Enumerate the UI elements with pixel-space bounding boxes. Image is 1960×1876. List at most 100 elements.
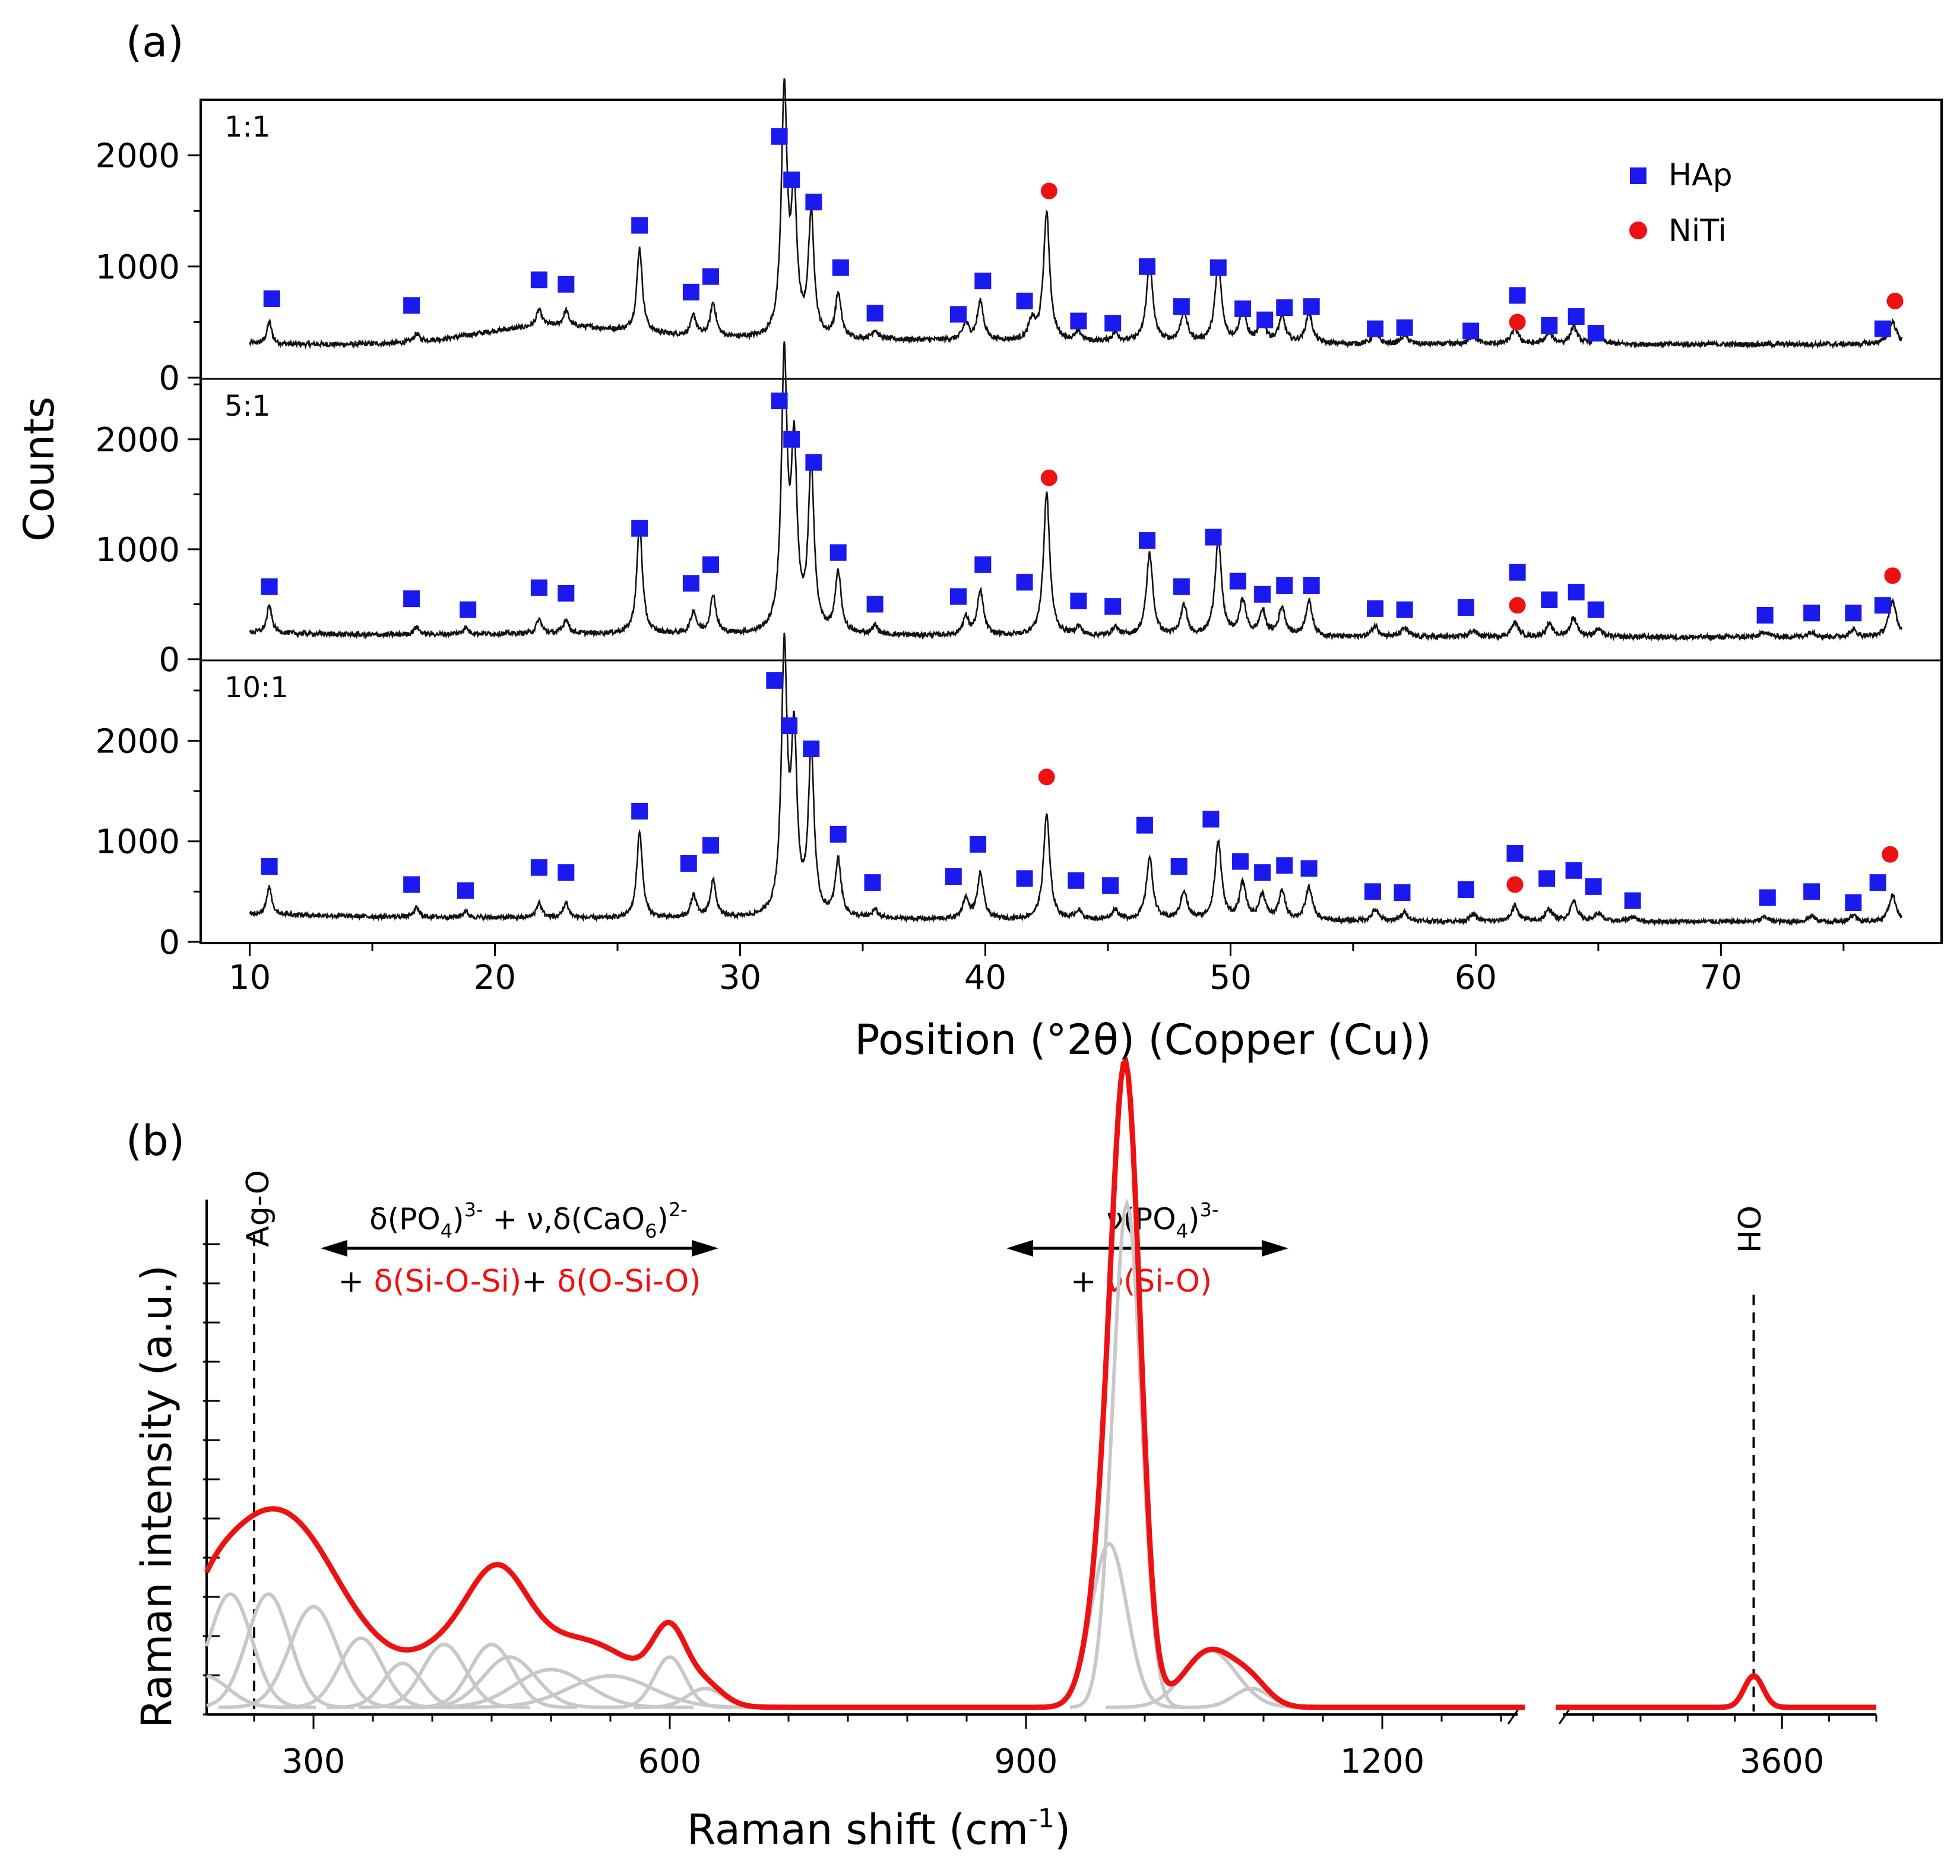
hap-marker bbox=[1565, 862, 1582, 879]
hap-marker bbox=[1102, 877, 1119, 894]
hap-marker bbox=[1364, 883, 1381, 900]
raman-spectrum-line bbox=[204, 1056, 1525, 1710]
panel-a-xlabel: Position (°2θ) (Copper (Cu)) bbox=[854, 1015, 1431, 1064]
hap-marker bbox=[783, 171, 800, 188]
hap-marker bbox=[1256, 311, 1274, 328]
hap-marker bbox=[1587, 325, 1604, 342]
hap-marker bbox=[631, 802, 648, 820]
hap-marker bbox=[1170, 858, 1188, 875]
y-tick-label: 1000 bbox=[95, 823, 180, 862]
hap-marker bbox=[1139, 532, 1156, 549]
hap-marker bbox=[781, 717, 798, 735]
x-tick-label: 40 bbox=[964, 958, 1006, 997]
oh-label: OH bbox=[1730, 1206, 1766, 1253]
annotation-silicate-bending: + δ(Si-O-Si)+ δ(O-Si-O) bbox=[338, 1264, 701, 1299]
raman-x-tick-label: 1200 bbox=[1340, 1742, 1425, 1781]
hap-marker bbox=[803, 740, 820, 757]
subplot-label: 10:1 bbox=[224, 671, 289, 704]
arrow-bending-range bbox=[321, 1240, 718, 1257]
hap-marker bbox=[1070, 312, 1087, 330]
hap-marker bbox=[261, 578, 278, 595]
hap-marker bbox=[1568, 584, 1585, 601]
hap-marker bbox=[1136, 817, 1153, 834]
hap-marker bbox=[460, 601, 477, 618]
hap-marker bbox=[945, 868, 962, 885]
arrow-stretch-range bbox=[1006, 1240, 1288, 1257]
legend: HAp NiTi bbox=[1629, 157, 1733, 249]
hap-marker bbox=[1845, 894, 1862, 911]
hap-marker bbox=[1276, 577, 1293, 594]
hap-marker bbox=[702, 837, 719, 854]
hap-marker bbox=[1845, 605, 1862, 622]
hap-marker bbox=[1506, 845, 1524, 862]
hap-marker bbox=[530, 271, 547, 289]
hap-marker bbox=[682, 575, 699, 592]
fit-component-curve bbox=[219, 1605, 409, 1709]
hap-marker bbox=[1874, 597, 1891, 614]
niti-marker bbox=[1882, 846, 1899, 863]
hap-marker bbox=[702, 268, 719, 285]
hap-marker bbox=[680, 855, 697, 872]
fit-component-curve bbox=[607, 1655, 732, 1709]
hap-marker bbox=[631, 217, 648, 234]
hap-marker bbox=[1541, 317, 1558, 334]
hap-marker bbox=[974, 273, 992, 290]
hap-marker bbox=[261, 858, 278, 875]
hap-marker bbox=[1587, 601, 1604, 618]
hap-marker bbox=[829, 544, 847, 561]
hap-marker bbox=[702, 556, 719, 573]
hap-marker bbox=[1568, 308, 1585, 325]
x-tick-label: 50 bbox=[1209, 958, 1252, 997]
hap-marker bbox=[1303, 298, 1320, 315]
hap-marker bbox=[771, 393, 788, 410]
hap-marker bbox=[766, 672, 783, 689]
hap-marker bbox=[1585, 878, 1602, 895]
hap-marker bbox=[805, 194, 822, 211]
y-tick-label: 0 bbox=[159, 641, 180, 679]
y-tick-label: 0 bbox=[159, 359, 180, 398]
hap-marker bbox=[403, 876, 420, 893]
hap-marker bbox=[771, 128, 788, 145]
legend-hap-marker bbox=[1630, 167, 1646, 184]
hap-marker bbox=[1396, 319, 1413, 336]
hap-marker bbox=[403, 590, 420, 608]
y-tick-label: 0 bbox=[159, 923, 180, 962]
fit-component-curve bbox=[205, 1592, 316, 1709]
hap-marker bbox=[530, 859, 547, 876]
hap-marker bbox=[1457, 881, 1474, 898]
subplot-label: 5:1 bbox=[224, 390, 270, 423]
niti-marker bbox=[1038, 768, 1055, 786]
niti-marker bbox=[1040, 182, 1057, 200]
panel-a-label: (a) bbox=[126, 18, 184, 67]
hap-marker bbox=[1234, 300, 1252, 317]
hap-marker bbox=[1869, 874, 1886, 891]
raman-x-tick-label: 300 bbox=[282, 1742, 346, 1781]
panel-b-xlabel: Raman shift (cm-1) bbox=[687, 1804, 1071, 1854]
hap-marker bbox=[1229, 572, 1246, 590]
x-tick-label: 60 bbox=[1455, 958, 1497, 997]
y-tick-label: 2000 bbox=[95, 421, 180, 460]
hap-marker bbox=[1300, 860, 1318, 877]
hap-marker bbox=[783, 431, 800, 448]
raman-x-tick-label: 900 bbox=[995, 1742, 1058, 1781]
hap-marker bbox=[1538, 870, 1556, 887]
annotation-phosphate-bending: δ(PO4)3- + ν,δ(CaO6)2- bbox=[369, 1198, 688, 1242]
hap-marker bbox=[1276, 857, 1293, 874]
panel-a-ylabel: Counts bbox=[15, 397, 64, 542]
niti-marker bbox=[1506, 876, 1524, 893]
hap-marker bbox=[832, 259, 849, 276]
hap-marker bbox=[1367, 600, 1384, 617]
raman-x-tick-label: 600 bbox=[638, 1742, 702, 1781]
hap-marker bbox=[1541, 591, 1558, 609]
hap-marker bbox=[457, 882, 474, 899]
hap-marker bbox=[1016, 870, 1033, 887]
xrd-pattern-line bbox=[249, 632, 1902, 926]
xrd-frame bbox=[200, 99, 1943, 944]
hap-marker bbox=[1759, 889, 1776, 906]
hap-marker bbox=[1509, 564, 1526, 581]
hap-marker bbox=[1104, 598, 1122, 615]
annotation-phosphate-stretch: ν(PO4)3- bbox=[1107, 1198, 1219, 1242]
hap-marker bbox=[682, 283, 699, 300]
hap-marker bbox=[1396, 601, 1413, 618]
